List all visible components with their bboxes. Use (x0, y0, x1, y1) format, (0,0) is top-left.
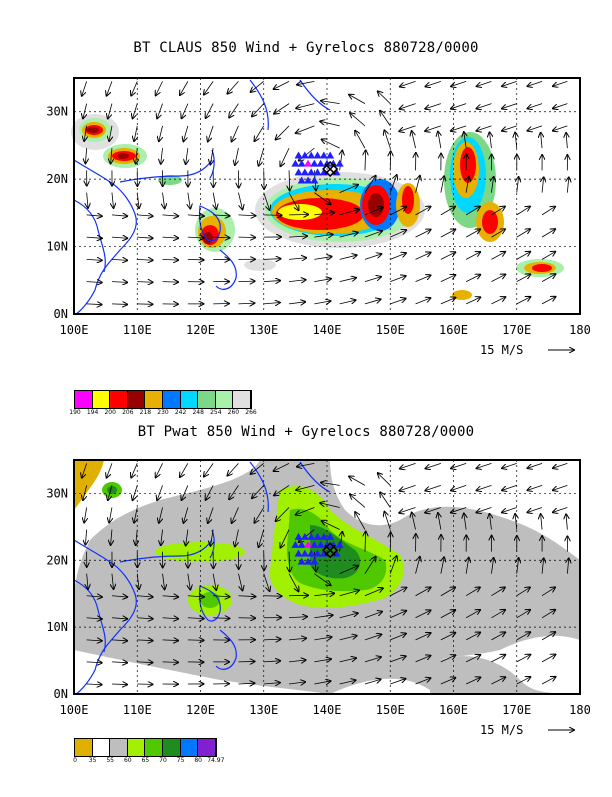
colorbar-label: 194 (87, 409, 98, 416)
longitude-labels: 100E 110E 120E 130E 140E 150E 160E 170E 180 (60, 323, 591, 337)
colorbar-label: 75 (177, 757, 185, 764)
pwat-reference-vector-label: 15 M/S (480, 723, 523, 737)
latitude-tick-label: 0N (54, 687, 68, 701)
latitude-tick-label: 30N (46, 105, 68, 119)
wind-arrow (188, 640, 204, 641)
colorbar-label: 230 (157, 409, 168, 416)
longitude-tick-label: 150E (376, 323, 405, 337)
longitude-tick-label: 120E (186, 323, 215, 337)
longitude-tick-label: 170E (502, 703, 531, 717)
colorbar-swatch (198, 739, 216, 756)
colorbar-label: 0 (73, 757, 77, 764)
latitude-labels: 0N 10N 20N 30N (46, 105, 68, 321)
longitude-tick-label: 140E (313, 703, 342, 717)
longitude-tick-label: 150E (376, 703, 405, 717)
colorbar-label: 200 (104, 409, 115, 416)
claus-colorbar-swatches (74, 390, 252, 409)
colorbar-label: 55 (106, 757, 114, 764)
colorbar-label: 248 (192, 409, 203, 416)
claus-map: 0N 10N 20N 30N 100E 110E 120E 130E 140E 150E 160E… (0, 70, 612, 410)
pwat-colorbar-swatches (74, 738, 217, 757)
colorbar-swatch (181, 391, 199, 408)
colorbar-label: 80 (194, 757, 202, 764)
colorbar-label: 60 (124, 757, 132, 764)
colorbar-label: 266 (245, 409, 256, 416)
colorbar-label: 65 (142, 757, 150, 764)
longitude-tick-label: 180 (569, 703, 591, 717)
longitude-tick-label: 100E (60, 323, 89, 337)
longitude-tick-label: 180 (569, 323, 591, 337)
colorbar-swatch (145, 391, 163, 408)
colorbar-swatch (110, 391, 128, 408)
wind-arrow (112, 684, 127, 685)
claus-panel-title: BT CLAUS 850 Wind + Gyrelocs 880728/0000 (0, 40, 612, 56)
colorbar-label: 70 (159, 757, 167, 764)
pwat-colorbar-labels: 0 35 55 60 65 70 75 80 74.97 (74, 757, 274, 767)
colorbar-swatch (75, 391, 93, 408)
colorbar-swatch (216, 391, 234, 408)
longitude-tick-label: 110E (123, 323, 152, 337)
claus-reference-vector-label: 15 M/S (480, 343, 523, 357)
colorbar-swatch (128, 391, 146, 408)
latitude-tick-label: 20N (46, 553, 68, 567)
colorbar-swatch (145, 739, 163, 756)
longitude-tick-label: 160E (439, 323, 468, 337)
colorbar-label: 218 (140, 409, 151, 416)
latitude-tick-label: 20N (46, 172, 68, 186)
wind-arrow (188, 259, 204, 260)
colorbar-swatch (163, 739, 181, 756)
pwat-panel-title: BT Pwat 850 Wind + Gyrelocs 880728/0000 (0, 424, 612, 440)
longitude-tick-label: 140E (313, 323, 342, 337)
colorbar-label: 260 (228, 409, 239, 416)
longitude-tick-label: 100E (60, 703, 89, 717)
colorbar-swatch (181, 739, 199, 756)
longitude-tick-label: 110E (123, 703, 152, 717)
colorbar-label: 190 (69, 409, 80, 416)
colorbar-swatch (163, 391, 181, 408)
longitude-tick-label: 130E (249, 703, 278, 717)
longitude-tick-label: 130E (249, 323, 278, 337)
colorbar-swatch (93, 739, 111, 756)
colorbar-swatch (93, 391, 111, 408)
colorbar-label: 35 (89, 757, 97, 764)
latitude-tick-label: 10N (46, 240, 68, 254)
colorbar-swatch (128, 739, 146, 756)
latitude-tick-label: 0N (54, 307, 68, 321)
latitude-tick-label: 30N (46, 486, 68, 500)
longitude-tick-label: 120E (186, 703, 215, 717)
colorbar-swatch (75, 739, 93, 756)
longitude-labels: 100E 110E 120E 130E 140E 150E 160E 170E 180 (60, 703, 591, 717)
colorbar-label: 254 (210, 409, 221, 416)
longitude-tick-label: 170E (502, 323, 531, 337)
colorbar-swatch (233, 391, 251, 408)
wind-arrow (112, 304, 127, 305)
latitude-labels: 0N 10N 20N 30N (46, 486, 68, 701)
colorbar-swatch (110, 739, 128, 756)
colorbar-label: 74.97 (207, 757, 224, 764)
colorbar-swatch (198, 391, 216, 408)
colorbar-label: 206 (122, 409, 133, 416)
colorbar-label: 242 (175, 409, 186, 416)
longitude-tick-label: 160E (439, 703, 468, 717)
latitude-tick-label: 10N (46, 620, 68, 634)
